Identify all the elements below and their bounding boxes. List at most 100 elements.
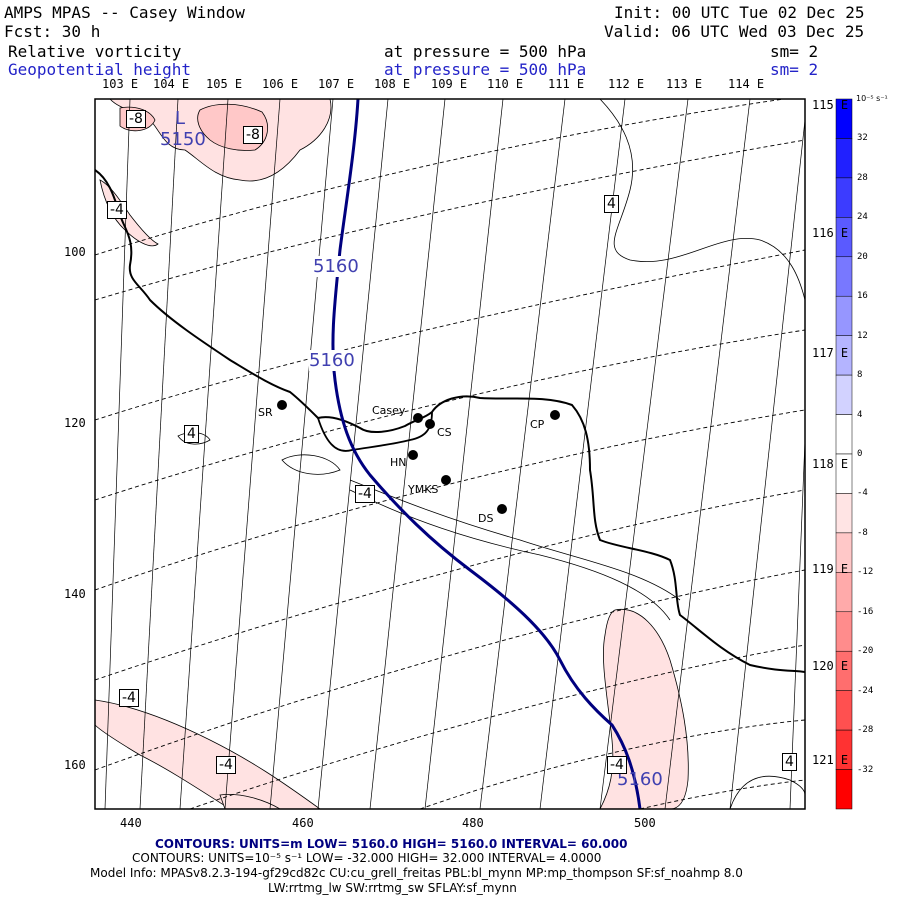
colorbar-label: 24 [857,212,868,223]
lon-label: 104 E [153,77,190,91]
lon-label: 103 E [102,77,139,91]
colorbar-label: 0 [857,449,863,459]
y-tick-label: 100 [64,245,86,259]
lon-label: 108 E [374,77,411,91]
station-markers [277,400,560,514]
field2-smoothing: sm= 2 [770,60,819,79]
colorbar-label: 16 [857,291,868,302]
vorticity-shade [95,699,321,809]
y-tick-label: 160 [64,758,86,772]
y-tick-label: 120 [64,416,86,430]
colorbar-label: 32 [857,133,868,144]
vorticity-contour-label: -4 [119,689,139,707]
x-tick-label: 480 [462,816,484,830]
colorbar-swatch [835,769,853,810]
lon-label-right: 115 E [812,98,849,112]
colorbar [835,98,853,810]
field1-smoothing: sm= 2 [770,42,819,61]
colorbar-swatch [835,374,853,415]
station-label: CS [437,426,452,439]
lon-label: 111 E [548,77,585,91]
vorticity-contour-label: -4 [107,201,127,219]
station-label: CP [530,418,545,431]
colorbar-swatch [835,295,853,336]
lon-label-right: 121 E [812,753,849,767]
colorbar-label: 12 [857,330,868,341]
vorticity-contour-label: -4 [216,756,236,774]
init-time: Init: 00 UTC Tue 02 Dec 25 [614,3,865,22]
lon-label-right: 116 E [812,226,849,240]
colorbar-swatch [835,690,853,731]
lon-label-right: 119 E [812,562,849,576]
field1-pressure: at pressure = 500 hPa [384,42,587,61]
lon-label: 113 E [666,77,703,91]
x-tick-label: 440 [120,816,142,830]
vorticity-contour-label: 4 [782,753,797,771]
station-label: HN [390,456,407,469]
colorbar-label: -16 [857,606,874,617]
lon-label: 114 E [728,77,765,91]
height-contour-label: 5160 [617,769,663,790]
lon-label-right: 118 E [812,457,849,471]
lon-label: 109 E [431,77,468,91]
low-pressure-marker: L [175,108,186,129]
longitude-lines [104,99,805,809]
vorticity-contour-label: -4 [355,485,375,503]
station-label: Casey [372,404,406,417]
colorbar-label: -12 [857,567,874,578]
footer-contours-height: CONTOURS: UNITS=m LOW= 5160.0 HIGH= 5160… [155,837,628,851]
colorbar-swatch [835,611,853,652]
geopotential-contour-5160 [331,99,642,809]
height-contour-label: 5160 [313,256,359,277]
footer-model-info: Model Info: MPASv8.2.3-194-gf29cd82c CU:… [90,866,743,880]
colorbar-label: -32 [857,764,874,775]
x-tick-label: 500 [634,816,656,830]
footer-model-physics: LW:rrtmg_lw SW:rrtmg_sw SFLAY:sf_mynn [268,881,517,895]
coastline [95,169,805,673]
footer-contours-vorticity: CONTOURS: UNITS=10⁻⁵ s⁻¹ LOW= -32.000 HI… [132,851,602,865]
station-label: YMKS [408,483,439,496]
colorbar-swatch [835,256,853,297]
field2-name: Geopotential height [8,60,192,79]
colorbar-label: -20 [857,646,874,657]
colorbar-swatch [835,138,853,179]
lon-label: 107 E [318,77,355,91]
lon-label-right: 117 E [812,346,849,360]
valid-time: Valid: 06 UTC Wed 03 Dec 25 [604,22,865,41]
field1-name: Relative vorticity [8,42,182,61]
map-title: AMPS MPAS -- Casey Window [4,3,245,22]
colorbar-label: 28 [857,172,868,183]
low-pressure-value: 5150 [160,129,206,150]
x-tick-label: 460 [292,816,314,830]
colorbar-swatch [835,414,853,455]
colorbar-unit: 10⁻⁵ s⁻¹ [856,94,888,103]
colorbar-label: 8 [857,370,863,381]
vorticity-contour-label: 4 [184,425,199,443]
lon-label: 105 E [206,77,243,91]
lon-label-right: 120 E [812,659,849,673]
vorticity-contour-label: -8 [126,110,146,128]
colorbar-label: 4 [857,409,863,420]
colorbar-label: -4 [857,488,868,499]
forecast-hour: Fcst: 30 h [4,22,101,41]
vorticity-contour-label: 4 [604,195,619,213]
vorticity-contour-label: -8 [243,126,263,144]
field2-pressure: at pressure = 500 hPa [384,60,587,79]
colorbar-label: -24 [857,685,874,696]
colorbar-label: -8 [857,527,868,538]
height-contour-label: 5160 [309,350,355,371]
colorbar-swatch [835,493,853,534]
y-tick-label: 140 [64,587,86,601]
colorbar-swatch [835,572,853,613]
station-label: SR [258,406,273,419]
vorticity-contour-label: -4 [607,756,627,774]
lon-label: 112 E [608,77,645,91]
vorticity-shade [219,793,281,809]
lon-label: 110 E [487,77,524,91]
lon-label: 106 E [262,77,299,91]
colorbar-swatch [835,177,853,218]
colorbar-label: -28 [857,725,874,736]
station-label: DS [478,512,494,525]
colorbar-label: 20 [857,251,868,262]
